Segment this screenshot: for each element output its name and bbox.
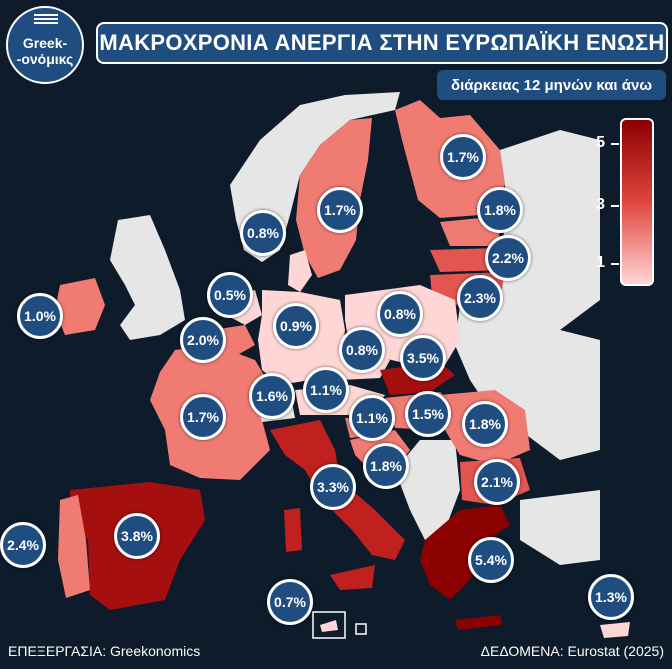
value-bubble-luxembourg: 1.6%	[249, 373, 295, 419]
value-bubble-estonia: 1.8%	[477, 187, 523, 233]
footer-source: ΔΕΔΟΜΕΝΑ: Eurostat (2025)	[480, 643, 664, 659]
greek-flag-icon	[34, 14, 58, 24]
value-bubble-malta: 0.7%	[267, 579, 313, 625]
portugal-region	[58, 495, 90, 598]
value-bubble-ireland: 1.0%	[17, 293, 63, 339]
balkans-region	[395, 440, 460, 540]
legend-tick-1: 1	[583, 254, 619, 272]
cyprus-region	[600, 622, 630, 638]
value-bubble-czechia: 0.8%	[339, 327, 385, 373]
footer-credit: ΕΠΕΞΕΡΓΑΣΙΑ: Greekonomics	[8, 643, 201, 659]
value-bubble-latvia: 2.2%	[485, 235, 531, 281]
greece-region	[420, 505, 510, 600]
turkey-region	[520, 490, 600, 565]
ukraine-region	[455, 300, 600, 460]
value-bubble-spain: 3.8%	[114, 513, 160, 559]
sardinia-region	[284, 508, 302, 552]
value-bubble-belgium: 2.0%	[180, 317, 226, 363]
legend-tick-3: 3	[583, 196, 619, 214]
value-bubble-italy: 3.3%	[310, 464, 356, 510]
ireland-region	[55, 278, 105, 335]
page-title: ΜΑΚΡΟΧΡΟΝΙΑ ΑΝΕΡΓΙΑ ΣΤΗΝ ΕΥΡΩΠΑΪΚΗ ΕΝΩΣΗ	[96, 22, 668, 64]
value-bubble-finland: 1.7%	[440, 134, 486, 180]
legend-tick-5: 5	[583, 134, 619, 152]
value-bubble-slovakia: 3.5%	[400, 335, 446, 381]
value-bubble-portugal: 2.4%	[0, 522, 46, 568]
value-bubble-austria: 1.1%	[303, 367, 349, 413]
greekonomics-logo: Greek- -ονόμικς	[6, 6, 84, 84]
crete-region	[455, 615, 502, 630]
value-bubble-cyprus: 1.3%	[588, 574, 634, 620]
value-bubble-croatia: 1.8%	[363, 443, 409, 489]
denmark-region	[288, 250, 312, 292]
value-bubble-sweden: 1.7%	[317, 187, 363, 233]
value-bubble-lithuania: 2.3%	[457, 275, 503, 321]
color-scale-legend	[620, 118, 654, 286]
value-bubble-france: 1.7%	[180, 394, 226, 440]
value-bubble-hungary: 1.5%	[405, 391, 451, 437]
logo-line2: -ονόμικς	[16, 51, 74, 67]
russia-region	[495, 130, 600, 330]
value-bubble-bulgaria: 2.1%	[474, 459, 520, 505]
malta-inset-box	[312, 611, 346, 639]
value-bubble-germany: 0.9%	[273, 303, 319, 349]
logo-line1: Greek-	[22, 35, 68, 51]
value-bubble-slovenia: 1.1%	[349, 395, 395, 441]
value-bubble-denmark: 0.8%	[240, 210, 286, 256]
value-bubble-poland: 0.8%	[377, 291, 423, 337]
page-subtitle: διάρκειας 12 μηνών και άνω	[437, 70, 666, 100]
value-bubble-greece: 5.4%	[468, 537, 514, 583]
value-bubble-romania: 1.8%	[462, 401, 508, 447]
uk-region	[110, 215, 185, 340]
sicily-region	[330, 565, 375, 590]
value-bubble-netherlands: 0.5%	[207, 272, 253, 318]
malta-marker-box	[355, 623, 367, 635]
malta-region	[320, 620, 338, 632]
